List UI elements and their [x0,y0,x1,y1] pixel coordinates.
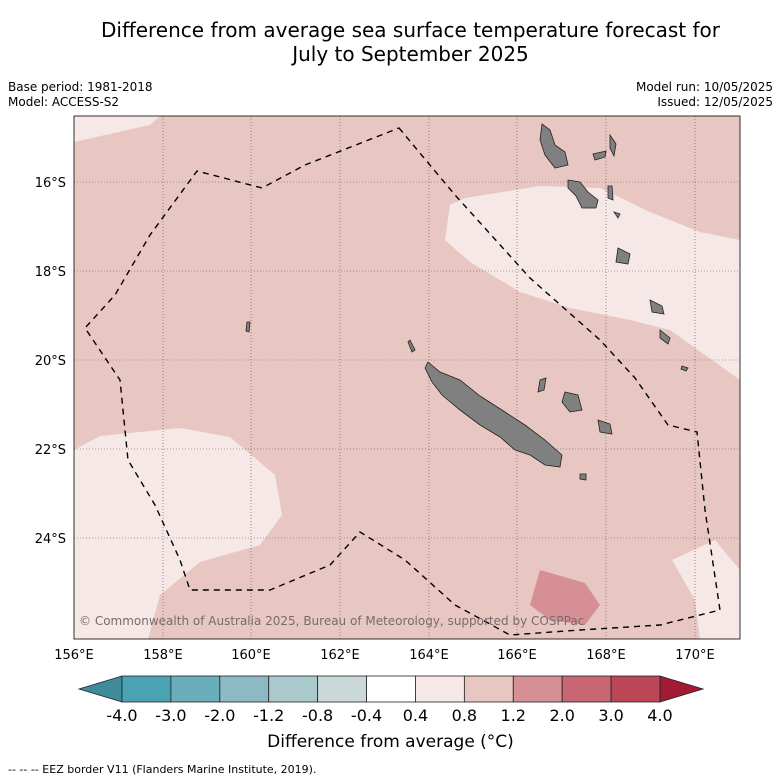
graticule [74,116,740,639]
colorbar-tick-label: 2.0 [549,706,575,725]
light-anomaly-region-west [74,428,282,639]
warm-anomaly-region [530,570,600,625]
colorbar-swatch [170,675,221,703]
colorbar-swatch [415,675,465,703]
colorbar-tick-label: 4.0 [647,706,673,725]
colorbar-high-extend [659,675,705,703]
map-frame [73,115,741,640]
base-period: Base period: 1981-2018 [8,80,153,94]
colorbar-tick-label: -4.0 [106,706,138,725]
colorbar-swatch [366,675,416,703]
lat-label-22s: 22°S [35,443,66,458]
light-anomaly-region-east [445,186,740,380]
lat-label-24s: 24°S [35,532,66,547]
lat-label-20s: 20°S [35,354,66,369]
lon-label-164e: 164°E [409,648,449,663]
lat-label-16s: 16°S [35,176,66,191]
colorbar-tick-label: -1.2 [253,706,285,725]
map-title: Difference from average sea surface temp… [40,18,781,66]
island-mare [597,419,613,435]
colorbar-tick-label: 0.4 [402,706,429,725]
colorbar-swatch [219,675,270,703]
lon-label-162e: 162°E [320,648,360,663]
land-masses [245,123,689,481]
lon-labels: 156°E 158°E 160°E 162°E 164°E 166°E 168°… [54,648,715,663]
model-name: Model: ACCESS-S2 [8,95,120,109]
island-maewo [592,150,607,161]
colorbar-swatch [512,675,563,703]
colorbar-tick-label: -2.0 [204,706,236,725]
issued-date: Issued: 12/05/2025 [657,95,773,109]
colorbar-swatch [561,675,612,703]
colorbar [77,675,705,703]
lon-label-166e: 166°E [497,648,537,663]
colorbar-swatch [121,675,172,703]
island-chesterfield [245,321,251,333]
lat-label-18s: 18°S [35,265,66,280]
meta-left: Base period: 1981-2018 Model: ACCESS-S2 [8,80,153,110]
island-malakula [567,179,599,209]
island-pines [579,473,587,481]
colorbar-title: Difference from average (°C) [267,732,514,752]
lon-label-156e: 156°E [54,648,94,663]
island-epi [613,211,621,219]
title-line-1: Difference from average sea surface temp… [100,18,720,42]
light-anomaly-region-se [672,540,740,639]
new-caledonia-main [424,361,563,468]
island-tanna [659,329,671,345]
colorbar-tick-label: -3.0 [155,706,187,725]
island-ambrym [607,185,614,201]
colorbar-swatch [268,675,319,703]
eez-footnote: -- -- -- EEZ border V11 (Flanders Marine… [8,763,317,776]
island-espiritu-santo [539,123,569,169]
colorbar-tick-label: 0.8 [451,706,478,725]
island-ouvea [537,377,547,393]
lon-label-170e: 170°E [675,648,715,663]
meta-right: Model run: 10/05/2025 Issued: 12/05/2025 [636,80,773,110]
island-aneityum [680,365,689,372]
colorbar-tick-label: -0.4 [350,706,383,725]
island-efate [615,247,631,265]
model-run: Model run: 10/05/2025 [635,80,773,94]
light-anomaly-region-nw [74,116,160,142]
colorbar-low-extend [77,675,123,703]
colorbar-swatch [317,675,367,703]
island-pentecost [609,133,617,158]
lon-label-160e: 160°E [231,648,271,663]
colorbar-tick-label: 3.0 [598,706,624,725]
island-lifou [561,391,583,413]
colorbar-swatch [463,675,514,703]
colorbar-tick-label: -0.8 [302,706,334,725]
title-line-2: July to September 2025 [292,42,529,66]
lon-label-168e: 168°E [586,648,626,663]
map-area [74,116,740,639]
colorbar-swatch [610,675,661,703]
copyright-text: © Commonwealth of Australia 2025, Bureau… [79,614,585,628]
eez-border [84,127,721,636]
island-erromango [649,299,665,315]
lon-label-158e: 158°E [143,648,183,663]
lat-labels: 16°S 18°S 20°S 22°S 24°S [35,176,66,547]
island-belep [407,339,416,353]
colorbar-tick-label: 1.2 [500,706,526,725]
